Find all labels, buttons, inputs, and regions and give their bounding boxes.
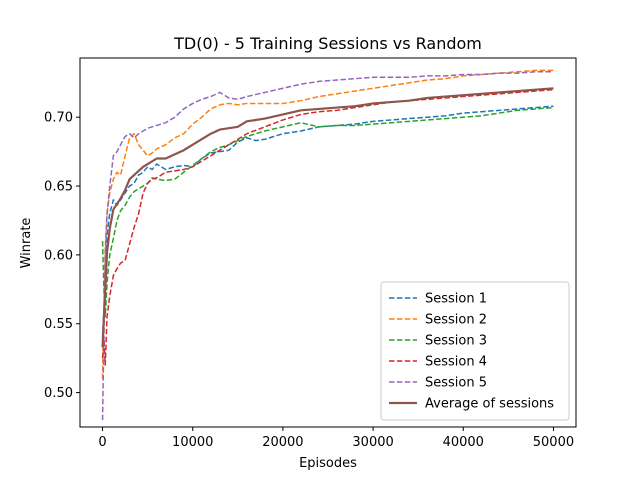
- series-line-session-4: [101, 88, 554, 366]
- chart-title: TD(0) - 5 Training Sessions vs Random: [173, 34, 482, 53]
- x-tick-label: 20000: [262, 435, 303, 450]
- y-tick-label: 0.50: [44, 386, 73, 401]
- x-tick-label: 40000: [443, 435, 484, 450]
- legend-box: [380, 281, 570, 421]
- series-line-average-of-sessions: [101, 87, 554, 348]
- x-tick-label: 0: [98, 435, 106, 450]
- legend-label-session-3: Session 3: [425, 334, 487, 349]
- y-tick-label: 0.70: [44, 111, 73, 126]
- series-line-session-5: [101, 71, 554, 421]
- legend: Session 1 Session 2 Session 3 Session 4 Sess…: [380, 281, 570, 421]
- legend-label-session-4: Session 4: [425, 355, 487, 370]
- plot-frame: [79, 57, 577, 428]
- x-tick-label: 30000: [352, 435, 393, 450]
- x-tick-label: 10000: [172, 435, 213, 450]
- x-tick-label: 50000: [533, 435, 574, 450]
- series-line-session-2: [101, 69, 554, 379]
- y-tick-label: 0.65: [44, 180, 73, 195]
- y-axis: 0.50 0.55 0.60 0.65 0.70: [44, 111, 80, 401]
- plot-lines: [101, 69, 554, 421]
- legend-label-session-2: Session 2: [425, 313, 487, 328]
- x-axis-label: Episodes: [299, 456, 357, 471]
- y-axis-label: Winrate: [19, 218, 34, 269]
- series-line-session-3: [101, 106, 554, 318]
- y-tick-label: 0.60: [44, 248, 73, 263]
- legend-label-average-of-sessions: Average of sessions: [425, 397, 554, 412]
- x-axis: 0 10000 20000 30000 40000 50000: [98, 427, 574, 450]
- legend-label-session-1: Session 1: [425, 292, 487, 307]
- y-tick-label: 0.55: [44, 317, 73, 332]
- legend-label-session-5: Session 5: [425, 376, 487, 391]
